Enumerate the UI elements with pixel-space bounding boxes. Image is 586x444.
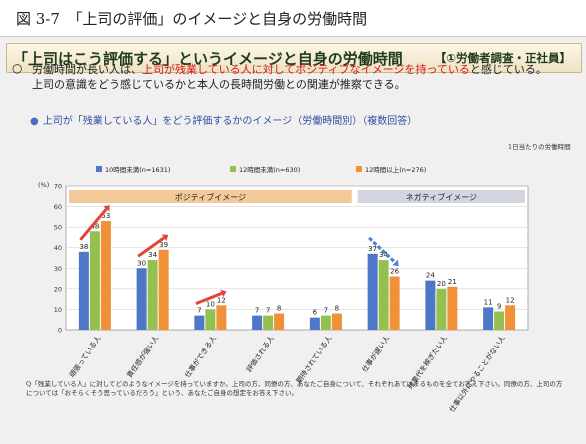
data-label: 7	[197, 307, 201, 315]
y-tick-label: 60	[54, 203, 62, 211]
circle-bullet-icon: ○	[12, 61, 23, 75]
trend-arrow-up-icon	[79, 208, 108, 241]
bar	[425, 280, 436, 330]
y-tick-label: 10	[54, 306, 62, 314]
intro-part2: と感じている。上司の意識をどう感じているかと本人の長時間労働との関連が推察できる…	[32, 63, 547, 91]
bar	[494, 311, 505, 330]
data-label: 10	[206, 300, 215, 308]
bar	[274, 313, 285, 330]
y-tick-label: 50	[54, 224, 62, 232]
bullet-dot-icon: ●	[30, 116, 39, 127]
bar	[505, 305, 516, 330]
chart-subheading: ● 上司が「残業している人」をどう評価するかのイメージ（労働時間別）（複数回答）	[30, 112, 417, 127]
category-label: 仕事ができる人	[183, 334, 218, 379]
data-label: 34	[148, 251, 157, 259]
category-label: 評価される人	[244, 334, 275, 374]
trend-arrow-up-icon	[195, 291, 223, 305]
bar	[136, 268, 147, 330]
y-tick-label: 0	[58, 327, 62, 335]
arrowhead-icon	[220, 289, 227, 298]
data-label: 8	[277, 305, 281, 313]
y-tick-label: 20	[54, 285, 62, 293]
y-tick-label: 40	[54, 244, 62, 252]
slide-title-bar: 「上司はこう評価する」というイメージと自身の労働時間 【①労働者調査・正社員】	[6, 43, 582, 73]
slide-title-suffix: 【①労働者調査・正社員】	[434, 51, 571, 65]
figure-caption: 図 3-7 「上司の評価」のイメージと自身の労働時間	[16, 10, 368, 28]
data-label: 7	[266, 307, 270, 315]
y-tick-label: 70	[54, 183, 62, 191]
data-label: 39	[159, 241, 168, 249]
legend-entry: 12時間以上(n=276)	[365, 165, 426, 174]
unit-note: 1日当たりの労働時間	[508, 143, 571, 151]
bar	[263, 315, 274, 330]
data-label: 37	[368, 245, 377, 253]
data-label: 8	[335, 305, 339, 313]
bar	[100, 220, 111, 330]
category-label: 仕事以外にやることがない人	[447, 334, 507, 414]
bar	[309, 317, 320, 330]
bar	[367, 253, 378, 330]
group-band	[69, 190, 352, 203]
data-label: 12	[506, 296, 515, 304]
bar	[216, 305, 227, 330]
y-tick-label: 30	[54, 265, 62, 273]
legend-swatch	[230, 166, 236, 172]
legend-entry: 12時間未満(n=630)	[239, 165, 300, 174]
y-axis-label: (%)	[38, 181, 49, 189]
data-label: 34	[379, 251, 388, 259]
legend-entry: 10時間未満(n=1631)	[105, 165, 170, 174]
data-label: 30	[137, 259, 146, 267]
data-label: 7	[324, 307, 328, 315]
legend-swatch	[96, 166, 102, 172]
arrowhead-icon	[103, 205, 110, 212]
bar	[389, 276, 400, 330]
bar	[205, 309, 216, 330]
plot-area	[65, 185, 529, 331]
bar	[147, 260, 158, 330]
data-label: 20	[437, 280, 446, 288]
slide-title: 「上司はこう評価する」というイメージと自身の労働時間	[13, 50, 403, 68]
data-label: 12	[217, 296, 226, 304]
data-label: 48	[90, 222, 99, 230]
group-label: ポジティブイメージ	[175, 192, 246, 202]
intro-part1: 労働時間が長い人は、	[32, 63, 142, 76]
data-label: 53	[101, 212, 110, 220]
intro-highlight: 上司が残業している人に対してポジティブなイメージを持っている	[142, 63, 470, 76]
data-label: 6	[313, 309, 318, 317]
subheading-text: 上司が「残業している人」をどう評価するかのイメージ（労働時間別）（複数回答）	[42, 116, 418, 127]
category-label: 仕事が遅い人	[360, 334, 391, 374]
footnote: Q「残業している人」に対してどのようなイメージを持っていますか。上司の方、同僚の…	[26, 380, 563, 397]
bar	[436, 288, 447, 330]
bar	[194, 315, 205, 330]
intro-text: ○ 労働時間が長い人は、上司が残業している人に対してポジティブなイメージを持って…	[12, 61, 552, 92]
group-band	[357, 190, 525, 203]
data-label: 24	[426, 272, 435, 280]
arrowhead-icon	[392, 259, 399, 266]
data-label: 38	[79, 243, 88, 251]
data-label: 26	[390, 268, 399, 276]
bar	[447, 286, 458, 330]
bar	[378, 260, 389, 330]
bar	[252, 315, 263, 330]
data-label: 7	[255, 307, 259, 315]
arrowhead-icon	[161, 234, 169, 242]
data-label: 21	[448, 278, 457, 286]
bar	[331, 313, 342, 330]
bar	[483, 307, 494, 330]
bar	[89, 231, 100, 330]
category-label: 頑張っている人	[68, 335, 102, 379]
category-label: 期待されている人	[294, 334, 333, 385]
data-label: 11	[484, 298, 493, 306]
bar	[158, 249, 169, 330]
category-label: 責任感が強い人	[125, 334, 160, 379]
legend-swatch	[356, 166, 362, 172]
bar	[78, 251, 89, 330]
data-label: 9	[497, 302, 501, 310]
bar	[320, 315, 331, 330]
trend-arrow-up-icon	[137, 236, 165, 258]
group-label: ネガティブイメージ	[406, 192, 477, 202]
